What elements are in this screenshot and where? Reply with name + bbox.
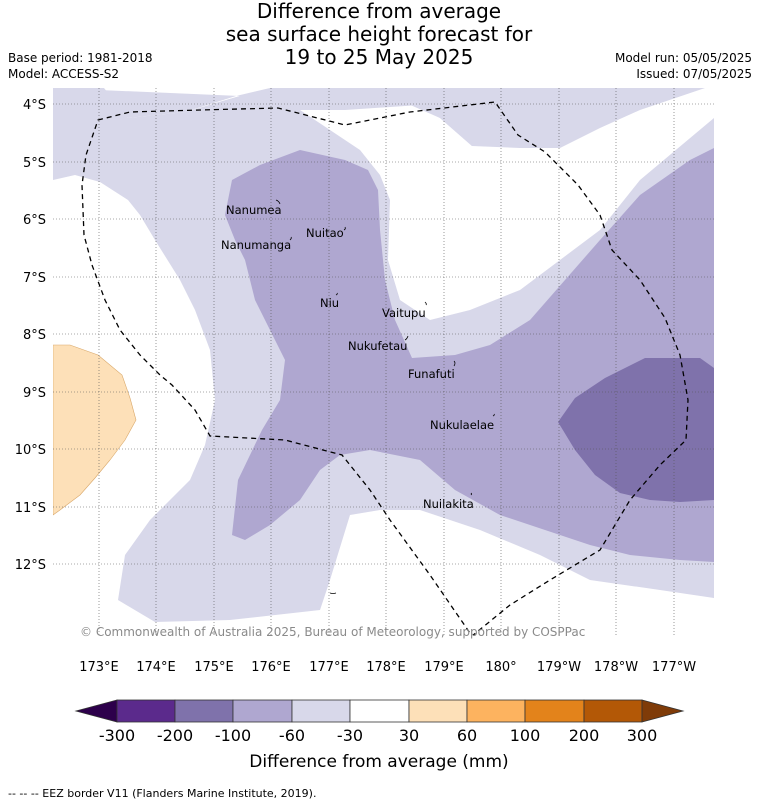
contour-minus200-minus100: [558, 358, 714, 502]
colorbar: -300 -200 -100 -60 -30 30 60 100 200 300…: [8, 699, 685, 800]
issued-label: Issued: 07/05/2025: [636, 67, 752, 81]
model-label: Model: ACCESS-S2: [8, 67, 120, 81]
island-label-vaitupu: Vaitupu: [382, 306, 426, 320]
lon-label: 176°E: [251, 660, 291, 675]
contour-30-60: [53, 344, 137, 516]
colorbar-tick: 300: [627, 726, 658, 745]
island-label-funafuti: Funafuti: [408, 367, 455, 381]
island-label-nuilakita: Nuilakita: [423, 497, 474, 511]
colorbar-bin: [408, 699, 468, 723]
lon-label: 177°E: [309, 660, 349, 675]
colorbar-tick: -100: [215, 726, 251, 745]
copyright-text: © Commonwealth of Australia 2025, Bureau…: [80, 625, 585, 639]
title-line-3: 19 to 25 May 2025: [284, 45, 474, 69]
island-markers: [275, 199, 495, 594]
lat-label: 12°S: [15, 558, 46, 573]
colorbar-tick: 100: [510, 726, 541, 745]
lon-label: 175°E: [194, 660, 234, 675]
model-run-label: Model run: 05/05/2025: [614, 51, 752, 65]
island-label-nukufetau: Nukufetau: [348, 339, 407, 353]
base-period-label: Base period: 1981-2018: [8, 51, 153, 65]
island-label-niu: Niu: [320, 296, 339, 310]
colorbar-tick: 60: [457, 726, 477, 745]
colorbar-label: Difference from average (mm): [249, 752, 508, 772]
lat-label: 6°S: [23, 213, 46, 228]
lon-label: 173°E: [79, 660, 119, 675]
island-label-nanumea: Nanumea: [226, 203, 282, 217]
colorbar-extend-low: [74, 699, 118, 723]
lat-label: 8°S: [23, 328, 46, 343]
lat-label: 9°S: [23, 386, 46, 401]
colorbar-tick: 30: [399, 726, 419, 745]
colorbar-bin: [349, 699, 410, 723]
colorbar-bin: [583, 699, 643, 723]
colorbar-bin: [291, 699, 351, 723]
lat-label: 11°S: [15, 501, 46, 516]
lon-label: 174°E: [136, 660, 176, 675]
lon-label: 178°E: [366, 660, 406, 675]
lat-label: 5°S: [23, 156, 46, 171]
lon-label: 177°W: [652, 660, 696, 675]
island-label-nukulaelae: Nukulaelae: [430, 418, 494, 432]
colorbar-tick: 200: [569, 726, 600, 745]
lat-label: 7°S: [23, 271, 46, 286]
lat-label: 10°S: [15, 443, 46, 458]
title-line-1: Difference from average: [256, 0, 502, 23]
colorbar-tick: -200: [157, 726, 193, 745]
eez-legend-note: -- -- -- EEZ border V11 (Flanders Marine…: [8, 787, 316, 800]
island-label-nanumanga: Nanumanga: [221, 238, 291, 252]
sea-level-map: Nanumea Nuitao Nanumanga Niu Vaitupu Nuk…: [15, 88, 714, 675]
eez-border: [81, 101, 689, 635]
lon-label: 180°: [485, 660, 516, 675]
map-gridlines: [53, 88, 714, 635]
lon-label: 179°E: [424, 660, 464, 675]
lon-label: 179°W: [537, 660, 581, 675]
colorbar-tick: -300: [99, 726, 135, 745]
colorbar-bin: [232, 699, 293, 723]
colorbar-bin: [466, 699, 526, 723]
lon-label: 178°W: [594, 660, 638, 675]
title-line-2: sea surface height forecast for: [225, 22, 533, 46]
colorbar-tick: -30: [337, 726, 363, 745]
island-label-nuitao: Nuitao: [306, 226, 344, 240]
colorbar-bin: [116, 699, 176, 723]
colorbar-tick: -60: [279, 726, 305, 745]
lat-label: 4°S: [23, 98, 46, 113]
colorbar-bin: [524, 699, 585, 723]
colorbar-bin: [174, 699, 234, 723]
colorbar-extend-high: [641, 699, 685, 723]
